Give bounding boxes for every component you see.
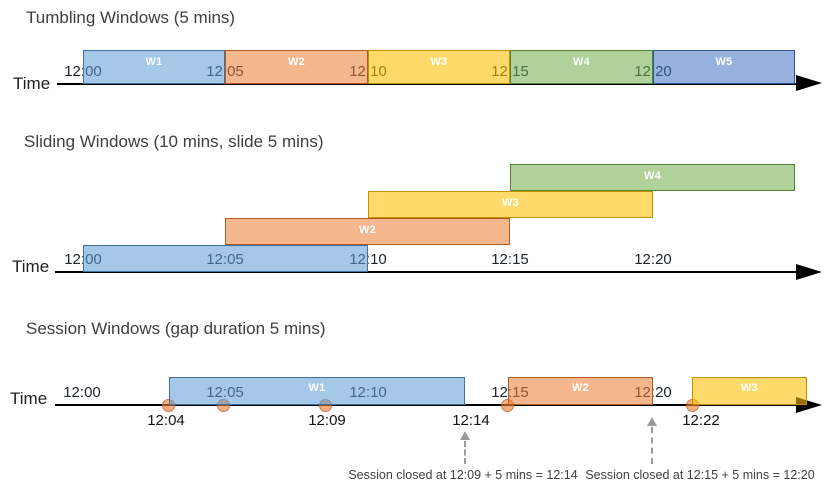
session-window-w2-label: W2 xyxy=(571,382,590,394)
sliding-window-w4-label: W4 xyxy=(643,170,662,182)
sliding-title: Sliding Windows (10 mins, slide 5 mins) xyxy=(24,132,324,151)
sliding-window-w1 xyxy=(83,245,368,272)
tumbling-window-w4-label: W4 xyxy=(572,56,591,68)
sliding-window-w4 xyxy=(510,164,795,191)
session-window-w2 xyxy=(508,377,653,405)
sliding-window-w2 xyxy=(225,218,510,245)
session-window-w3-label: W3 xyxy=(740,382,759,394)
session-title: Session Windows (gap duration 5 mins) xyxy=(26,319,326,338)
session-timeline xyxy=(55,404,797,406)
tumbling-timeline-arrow-icon xyxy=(796,75,822,91)
tumbling-window-w5 xyxy=(653,50,795,84)
event-time-label-1214: 12:14 xyxy=(452,412,490,429)
tumbling-window-w4 xyxy=(510,50,653,84)
tumbling-window-w1 xyxy=(83,50,225,84)
tumbling-timeline xyxy=(57,83,797,85)
sliding-window-w3 xyxy=(368,191,653,218)
session-closed-arrow-right-icon xyxy=(647,417,657,426)
tumbling-window-w2 xyxy=(225,50,368,84)
event-time-label-1204: 12:04 xyxy=(147,412,185,429)
tumbling-title: Tumbling Windows (5 mins) xyxy=(26,8,236,27)
session-window-w1-label: W1 xyxy=(308,382,326,394)
tumbling-window-w3 xyxy=(368,50,510,84)
session-closed-annotation-left: Session closed at 12:09 + 5 mins = 12:14 xyxy=(348,468,578,482)
tumbling-window-w3-label: W3 xyxy=(430,56,448,68)
sliding-timeline xyxy=(55,271,797,273)
tumbling-window-w2-label: W2 xyxy=(287,56,306,68)
session-tick-1200: 12:00 xyxy=(63,384,101,401)
sliding-window-w2-label: W2 xyxy=(358,224,377,236)
tumbling-window-w5-label: W5 xyxy=(715,56,733,68)
tumbling-window-w1-label: W1 xyxy=(145,56,163,68)
sliding-window-w3-label: W3 xyxy=(501,197,520,209)
sliding-time-label: Time xyxy=(12,257,50,276)
sliding-tick-1220: 12:20 xyxy=(634,251,672,268)
session-window-w1 xyxy=(169,377,465,405)
event-time-label-1222: 12:22 xyxy=(682,412,720,429)
sliding-timeline-arrow-icon xyxy=(796,264,822,280)
session-time-label: Time xyxy=(10,389,48,408)
event-time-label-1209: 12:09 xyxy=(308,412,346,429)
session-closed-arrow-left-icon xyxy=(460,431,470,440)
session-window-w3 xyxy=(692,377,807,405)
session-closed-annotation-right: Session closed at 12:15 + 5 mins = 12:20 xyxy=(585,468,815,482)
session-closed-arrow-right-line xyxy=(651,427,653,464)
tumbling-time-label: Time xyxy=(13,74,51,93)
session-closed-arrow-left-line xyxy=(464,441,466,464)
sliding-tick-1215: 12:15 xyxy=(491,251,529,268)
